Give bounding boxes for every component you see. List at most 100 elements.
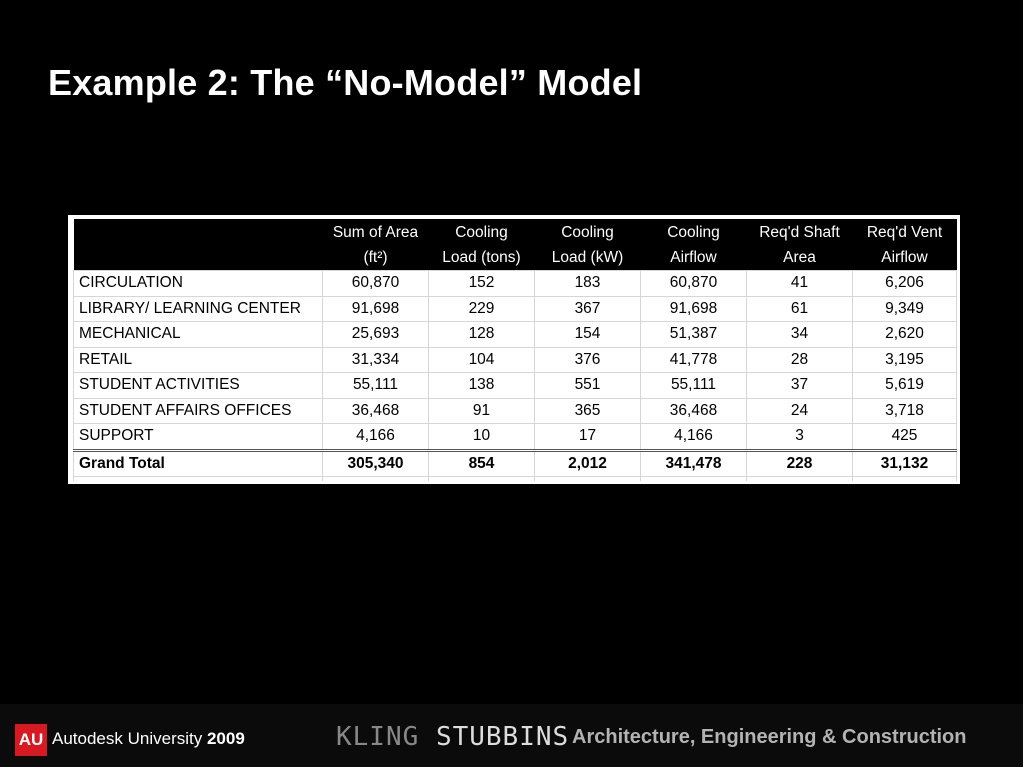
- value-cell: 91,698: [640, 295, 747, 322]
- au-name: Autodesk University: [52, 729, 203, 748]
- value-cell: 60,870: [322, 270, 429, 297]
- value-cell: 3,195: [852, 346, 957, 373]
- value-cell: 4,166: [640, 423, 747, 451]
- row-label-cell: MECHANICAL: [73, 321, 323, 348]
- value-cell: 91: [428, 397, 535, 424]
- value-cell: 37: [746, 372, 853, 399]
- value-cell: 61: [746, 295, 853, 322]
- spacer-cell: [640, 476, 747, 481]
- table-header: Sum of Area (ft²) Cooling Load (tons) Coolin…: [73, 219, 957, 271]
- kling-stubbins-logo: KLING STUBBINS: [336, 722, 569, 752]
- header-cell: Cooling Airflow: [640, 219, 747, 271]
- value-cell: 367: [534, 295, 641, 322]
- value-cell: 305,340: [322, 448, 429, 477]
- value-cell: 31,334: [322, 346, 429, 373]
- value-cell: 91,698: [322, 295, 429, 322]
- table-row: STUDENT AFFAIRS OFFICES 36,468 91 365 36,468…: [73, 397, 957, 424]
- spacer-cell: [73, 476, 323, 481]
- header-line: Load (kW): [551, 248, 624, 266]
- spacer-cell: [534, 476, 641, 481]
- spacer-cell: [428, 476, 535, 481]
- header-line: Load (tons): [442, 248, 521, 266]
- table-row: SUPPORT 4,166 10 17 4,166 3 425: [73, 423, 957, 451]
- autodesk-university-label: Autodesk University 2009: [52, 729, 245, 749]
- header-cell: Req'd Vent Airflow: [852, 219, 957, 271]
- value-cell: 2,012: [534, 448, 641, 477]
- value-cell: 5,619: [852, 372, 957, 399]
- footer-tagline: Architecture, Engineering & Construction: [572, 726, 967, 748]
- value-cell: 17: [534, 423, 641, 451]
- kling-wordmark: KLING: [336, 722, 420, 752]
- row-label-cell: STUDENT AFFAIRS OFFICES: [73, 397, 323, 424]
- value-cell: 551: [534, 372, 641, 399]
- header-cell-blank: [73, 219, 323, 271]
- footer-bar: AU Autodesk University 2009 KLING STUBBI…: [0, 704, 1023, 767]
- value-cell: 36,468: [322, 397, 429, 424]
- value-cell: 3,718: [852, 397, 957, 424]
- header-cell: Cooling Load (tons): [428, 219, 535, 271]
- value-cell: 28: [746, 346, 853, 373]
- value-cell: 154: [534, 321, 641, 348]
- value-cell: 60,870: [640, 270, 747, 297]
- value-cell: 341,478: [640, 448, 747, 477]
- header-line: Airflow: [670, 248, 717, 266]
- header-line: Sum of Area: [332, 223, 419, 241]
- header-line: Req'd Vent: [866, 223, 943, 241]
- header-line: Cooling: [667, 223, 720, 241]
- value-cell: 9,349: [852, 295, 957, 322]
- value-cell: 138: [428, 372, 535, 399]
- value-cell: 41: [746, 270, 853, 297]
- row-label-cell: Grand Total: [73, 448, 323, 477]
- au-year: 2009: [206, 729, 245, 748]
- header-line: Cooling: [455, 223, 508, 241]
- table-bottom-spacer: [73, 476, 957, 481]
- table-body: CIRCULATION 60,870 152 183 60,870 41 6,206 LIBR…: [73, 270, 957, 481]
- value-cell: 854: [428, 448, 535, 477]
- value-cell: 3: [746, 423, 853, 451]
- header-cell: Cooling Load (kW): [534, 219, 641, 271]
- value-cell: 152: [428, 270, 535, 297]
- grand-total-row: Grand Total 305,340 854 2,012 341,478 228 31,1…: [73, 448, 957, 477]
- value-cell: 51,387: [640, 321, 747, 348]
- value-cell: 365: [534, 397, 641, 424]
- table-row: RETAIL 31,334 104 376 41,778 28 3,195: [73, 346, 957, 373]
- header-line: Req'd Shaft: [759, 223, 840, 241]
- value-cell: 41,778: [640, 346, 747, 373]
- value-cell: 183: [534, 270, 641, 297]
- value-cell: 24: [746, 397, 853, 424]
- value-cell: 104: [428, 346, 535, 373]
- slide-title: Example 2: The “No-Model” Model: [48, 62, 643, 103]
- autodesk-university-logo: AU: [15, 724, 47, 756]
- header-cell: Sum of Area (ft²): [322, 219, 429, 271]
- value-cell: 25,693: [322, 321, 429, 348]
- value-cell: 31,132: [852, 448, 957, 477]
- row-label-cell: CIRCULATION: [73, 270, 323, 297]
- spacer-cell: [852, 476, 957, 481]
- value-cell: 36,468: [640, 397, 747, 424]
- header-cell: Req'd Shaft Area: [746, 219, 853, 271]
- value-cell: 2,620: [852, 321, 957, 348]
- value-cell: 425: [852, 423, 957, 451]
- value-cell: 10: [428, 423, 535, 451]
- value-cell: 6,206: [852, 270, 957, 297]
- table-row: CIRCULATION 60,870 152 183 60,870 41 6,206: [73, 270, 957, 297]
- value-cell: 229: [428, 295, 535, 322]
- table-row: STUDENT ACTIVITIES 55,111 138 551 55,111 37 5,…: [73, 372, 957, 399]
- header-line: (ft²): [363, 248, 388, 266]
- row-label-cell: STUDENT ACTIVITIES: [73, 372, 323, 399]
- value-cell: 34: [746, 321, 853, 348]
- value-cell: 228: [746, 448, 853, 477]
- row-label-cell: RETAIL: [73, 346, 323, 373]
- value-cell: 376: [534, 346, 641, 373]
- table-row: LIBRARY/ LEARNING CENTER 91,698 229 367 91,6…: [73, 295, 957, 322]
- header-line: Airflow: [881, 248, 928, 266]
- spacer-cell: [322, 476, 429, 481]
- header-line: Cooling: [561, 223, 614, 241]
- value-cell: 55,111: [640, 372, 747, 399]
- row-label-cell: SUPPORT: [73, 423, 323, 451]
- stubbins-wordmark: STUBBINS: [435, 722, 570, 752]
- header-line: Area: [783, 248, 816, 266]
- value-cell: 128: [428, 321, 535, 348]
- data-table-container: Sum of Area (ft²) Cooling Load (tons) Coolin…: [68, 215, 960, 484]
- row-label-cell: LIBRARY/ LEARNING CENTER: [73, 295, 323, 322]
